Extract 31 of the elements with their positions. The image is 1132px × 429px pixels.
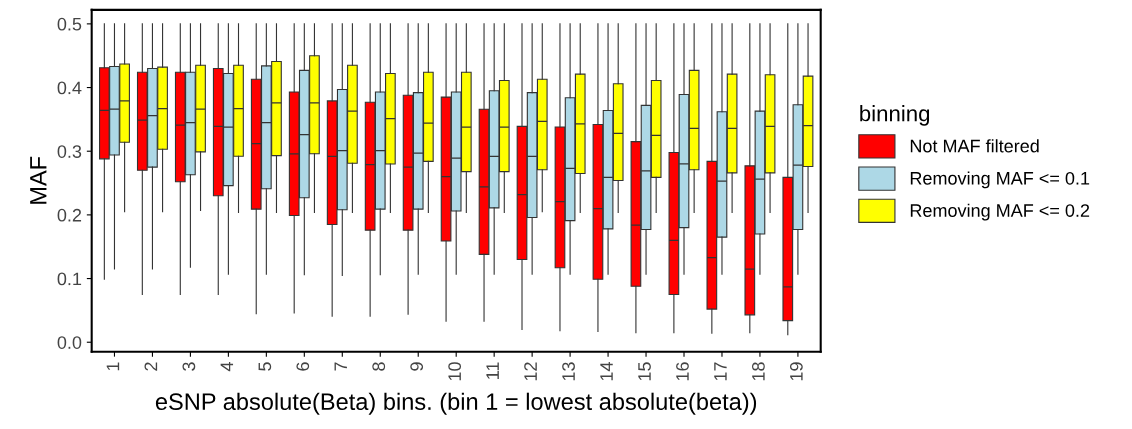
x-tick-label: 3 [182, 362, 196, 371]
x-tick-label: 12 [524, 362, 537, 381]
x-tick-label: 5 [258, 362, 272, 371]
x-tick-label: 15 [638, 362, 651, 381]
legend-label: Not MAF filtered [910, 139, 1039, 153]
x-tick-label: 4 [220, 362, 234, 372]
y-tick-label: 0.0 [57, 336, 82, 349]
x-tick-label: 16 [676, 362, 689, 381]
x-tick-label: 14 [600, 362, 613, 381]
y-tick-label: 0.3 [57, 145, 82, 158]
x-tick-label: 17 [714, 362, 727, 381]
x-tick-label: 19 [789, 362, 803, 381]
y-tick-label: 0.2 [57, 208, 82, 222]
y-tick-label: 0.1 [57, 272, 82, 286]
x-tick-label: 1 [106, 362, 120, 371]
x-tick-label: 6 [296, 362, 310, 371]
legend-label: Removing MAF <= 0.1 [910, 171, 1090, 189]
y-axis-title: MAF [30, 156, 47, 204]
legend-label: Removing MAF <= 0.2 [910, 203, 1090, 221]
x-tick-label: 7 [334, 362, 347, 371]
x-tick-label: 10 [448, 362, 462, 381]
y-tick-label: 0.4 [57, 81, 82, 95]
x-tick-label: 2 [144, 362, 158, 371]
x-tick-label: 9 [410, 362, 424, 371]
x-tick-label: 11 [486, 362, 499, 379]
x-axis-title: eSNP absolute(Beta) bins. (bin 1 = lowest absolute(beta)) [155, 392, 757, 415]
y-tick-label: 0.5 [57, 17, 82, 31]
x-tick-label: 13 [562, 362, 575, 381]
x-tick-label: 8 [372, 362, 386, 371]
x-tick-label: 18 [752, 362, 765, 381]
legend-title: binning [860, 105, 930, 126]
